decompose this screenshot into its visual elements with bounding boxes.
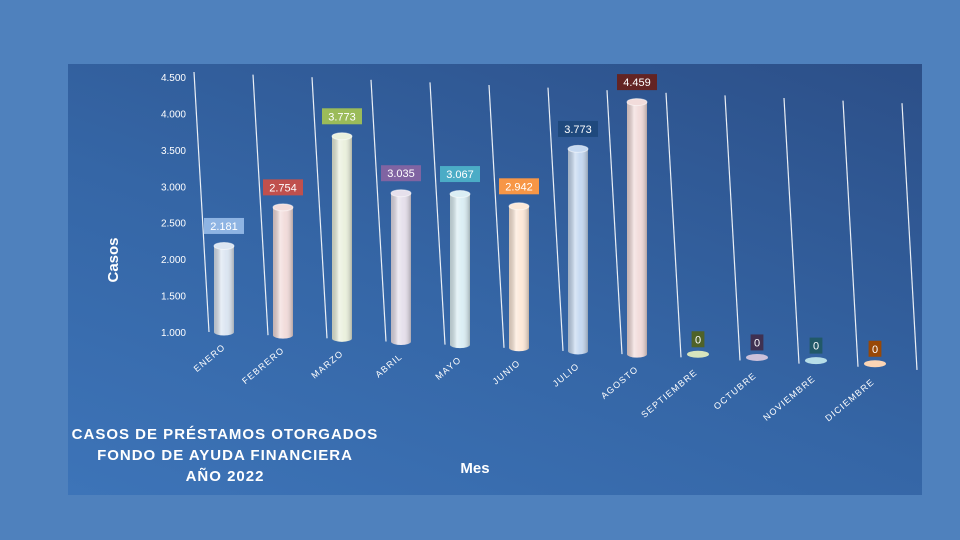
bar-top bbox=[331, 132, 353, 141]
x-tick-label: ENERO bbox=[192, 342, 228, 374]
y-tick-label: 4.500 bbox=[161, 73, 186, 84]
gridline bbox=[488, 84, 505, 348]
x-tick-label: DICIEMBRE bbox=[823, 377, 876, 424]
data-label: 2.754 bbox=[269, 182, 297, 194]
gridline bbox=[547, 87, 564, 351]
y-tick-label: 3.500 bbox=[161, 146, 186, 157]
bar-shading bbox=[509, 206, 529, 352]
bar-shading bbox=[627, 102, 647, 358]
bar-shading bbox=[391, 193, 411, 345]
gridline bbox=[252, 74, 269, 336]
data-label-box bbox=[499, 178, 539, 195]
x-tick-label: ABRIL bbox=[373, 351, 404, 379]
data-label: 3.035 bbox=[387, 168, 415, 180]
data-label-box bbox=[691, 331, 705, 348]
gridline bbox=[193, 71, 210, 333]
bar-base bbox=[805, 357, 827, 365]
data-label: 0 bbox=[872, 344, 878, 356]
x-tick-label: JULIO bbox=[551, 361, 582, 389]
x-tick-label: SEPTIEMBRE bbox=[639, 367, 699, 420]
bar-shading bbox=[273, 207, 293, 339]
data-label: 0 bbox=[754, 337, 760, 349]
y-tick-label: 1.000 bbox=[161, 328, 186, 339]
bar-shading bbox=[332, 136, 352, 342]
gridline bbox=[429, 82, 446, 345]
y-tick-label: 3.000 bbox=[161, 182, 186, 193]
x-tick-label: NOVIEMBRE bbox=[761, 373, 817, 422]
data-label-box bbox=[558, 120, 598, 137]
bar-top bbox=[390, 189, 412, 198]
data-label-box bbox=[440, 166, 480, 183]
chart-title: CASOS DE PRÉSTAMOS OTORGADOS FONDO DE AY… bbox=[60, 424, 390, 487]
bar-top bbox=[449, 190, 471, 199]
data-label: 0 bbox=[813, 341, 819, 353]
bar-base bbox=[746, 353, 768, 361]
gridline bbox=[311, 77, 328, 339]
gridline bbox=[370, 79, 387, 342]
data-label: 2.181 bbox=[210, 221, 238, 233]
y-tick-label: 2.000 bbox=[161, 255, 186, 266]
chart-title-line-2: FONDO DE AYUDA FINANCIERA bbox=[97, 447, 353, 464]
chart-plot: 1.000 1.500 2.000 2.500 3.000 3.500 4.000 4.500… bbox=[105, 71, 918, 477]
bar-top bbox=[508, 202, 530, 211]
gridline bbox=[901, 103, 918, 370]
x-tick-label: MARZO bbox=[309, 348, 345, 380]
data-label-box bbox=[381, 165, 421, 182]
x-tick-label: JUNIO bbox=[491, 358, 523, 387]
gridline bbox=[783, 97, 800, 364]
data-label: 3.773 bbox=[328, 111, 356, 123]
data-label: 2.942 bbox=[505, 181, 533, 193]
data-label-box bbox=[868, 340, 882, 357]
bar-shading bbox=[214, 245, 234, 336]
x-axis-label: Mes bbox=[460, 460, 489, 477]
gridline bbox=[665, 92, 682, 358]
chart-title-line-1: CASOS DE PRÉSTAMOS OTORGADOS bbox=[71, 426, 379, 443]
data-label: 3.067 bbox=[446, 169, 474, 181]
gridline bbox=[842, 100, 859, 367]
x-tick-label: AGOSTO bbox=[599, 364, 640, 401]
data-label-box bbox=[809, 337, 823, 354]
y-tick-label: 4.000 bbox=[161, 109, 186, 120]
bar-top bbox=[272, 203, 294, 212]
bar-top bbox=[626, 98, 648, 107]
bar-shading bbox=[450, 194, 470, 349]
x-tick-label: FEBRERO bbox=[240, 345, 286, 386]
x-tick-label: MAYO bbox=[433, 355, 463, 382]
chart-title-line-3: AÑO 2022 bbox=[185, 468, 265, 485]
data-label-box bbox=[617, 74, 657, 91]
bar-top bbox=[213, 241, 235, 250]
data-label: 4.459 bbox=[623, 77, 651, 89]
gridline bbox=[724, 95, 741, 361]
chart-panel: 1.000 1.500 2.000 2.500 3.000 3.500 4.000 4.500… bbox=[68, 64, 922, 495]
bar-base bbox=[687, 350, 709, 358]
y-tick-label: 2.500 bbox=[161, 219, 186, 230]
data-label-box bbox=[322, 108, 362, 125]
x-tick-label: OCTUBRE bbox=[712, 370, 759, 411]
data-label-box bbox=[750, 334, 764, 351]
bar-shading bbox=[568, 148, 588, 355]
bar-top bbox=[567, 144, 589, 153]
data-label: 0 bbox=[695, 334, 701, 346]
data-label-box bbox=[263, 179, 303, 196]
data-label-box bbox=[204, 217, 244, 234]
y-axis-label: Casos bbox=[105, 237, 122, 282]
data-label: 3.773 bbox=[564, 124, 592, 136]
bar-base bbox=[864, 360, 886, 368]
gridline bbox=[606, 90, 623, 355]
y-tick-label: 1.500 bbox=[161, 292, 186, 303]
